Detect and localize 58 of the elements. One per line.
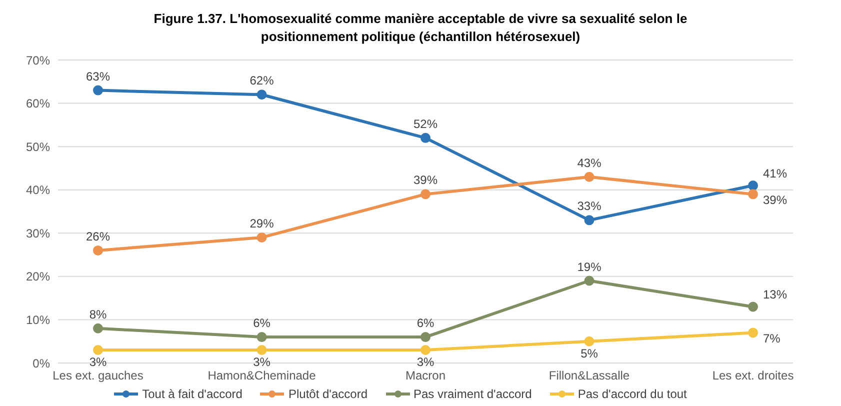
point	[420, 189, 430, 200]
data-label: 62%	[250, 74, 274, 88]
x-tick-label: Les ext. droites	[712, 368, 794, 383]
point	[93, 85, 103, 96]
y-tick-label: 50%	[26, 140, 50, 154]
data-label: 29%	[250, 216, 274, 230]
point	[748, 328, 758, 338]
point	[584, 336, 594, 346]
data-label: 3%	[253, 355, 271, 370]
y-tick-label: 40%	[26, 183, 50, 198]
point	[256, 345, 267, 356]
point	[256, 332, 267, 342]
legend-label: Tout à fait d'accord	[141, 387, 242, 401]
legend-label: Pas vraiment d'accord	[412, 387, 532, 401]
point	[420, 332, 430, 342]
data-label: 39%	[763, 193, 788, 208]
data-label: 8%	[89, 307, 107, 322]
x-tick-label: Fillon&Lassalle	[548, 368, 630, 383]
data-label: 26%	[86, 229, 110, 244]
legend-label: Pas d'accord du tout	[576, 387, 687, 401]
y-tick-label: 0%	[32, 356, 50, 370]
data-label: 19%	[577, 260, 602, 274]
data-label: 52%	[413, 116, 438, 131]
point	[256, 90, 267, 100]
data-label: 39%	[413, 173, 438, 188]
data-label: 6%	[253, 316, 271, 330]
y-tick-label: 30%	[26, 226, 50, 240]
y-tick-label: 10%	[26, 312, 50, 327]
x-tick-label: Hamon&Cheminade	[208, 368, 316, 383]
point	[748, 302, 758, 312]
data-label: 63%	[86, 69, 110, 84]
y-tick-label: 20%	[26, 270, 50, 284]
data-label: 5%	[580, 346, 598, 360]
data-label: 7%	[763, 332, 781, 346]
point	[584, 215, 594, 226]
point	[420, 345, 430, 356]
point	[584, 172, 594, 182]
data-label: 13%	[763, 288, 788, 302]
point	[748, 180, 758, 191]
legend-label: Plutôt d'accord	[287, 387, 368, 401]
point	[256, 232, 267, 242]
point	[93, 245, 103, 256]
data-label: 43%	[577, 156, 602, 170]
point	[748, 189, 758, 200]
point	[93, 345, 103, 356]
y-tick-label: 60%	[26, 96, 50, 111]
chart-title: Figure 1.37. L'homosexualité comme manière acceptable de vivre sa sexualité selon le positionnement politique (échantillon hétérosexuel)	[152, 10, 688, 46]
y-tick-label: 70%	[26, 53, 50, 68]
data-label: 3%	[416, 355, 434, 370]
data-label: 41%	[763, 166, 788, 181]
x-tick-label: Macron	[405, 368, 446, 383]
x-tick-label: Les ext. gauches	[52, 368, 144, 383]
point	[584, 276, 594, 286]
point	[420, 132, 430, 143]
data-label: 3%	[89, 355, 107, 370]
point	[93, 323, 103, 334]
data-label: 33%	[577, 199, 602, 214]
data-label: 6%	[416, 316, 434, 330]
